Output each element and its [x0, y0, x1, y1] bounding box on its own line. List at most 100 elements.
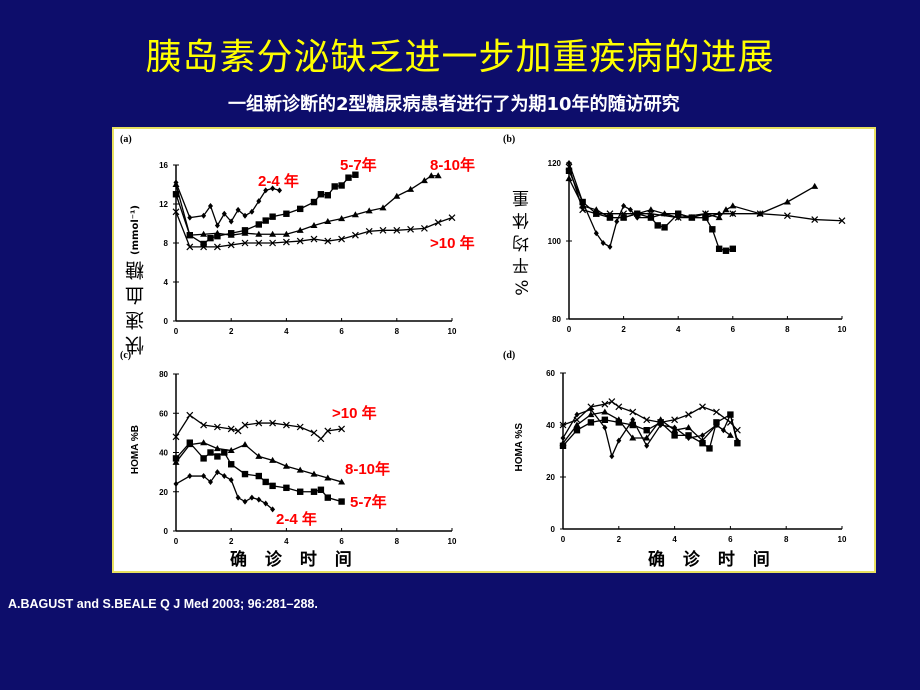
data-point-diamond — [263, 187, 269, 194]
y-tick-label: 60 — [546, 369, 555, 378]
data-point-diamond — [221, 210, 227, 217]
data-point-cross — [213, 423, 221, 431]
y-tick-label: 60 — [159, 409, 168, 418]
data-point-triangle — [657, 416, 665, 423]
x-tick-label: 6 — [339, 537, 344, 546]
y-tick-label: 0 — [164, 317, 169, 326]
data-point-cross — [647, 210, 655, 218]
data-point-square — [661, 224, 668, 231]
y-tick-label: 0 — [551, 525, 556, 534]
data-point-cross — [172, 433, 180, 441]
y-tick-label: 20 — [546, 473, 555, 482]
data-point-diamond — [249, 494, 255, 501]
x-tick-label: 10 — [838, 325, 847, 334]
data-point-triangle — [255, 230, 263, 237]
x-axis-label-d: 确 诊 时 间 — [648, 550, 776, 570]
x-tick-label: 6 — [339, 327, 344, 336]
data-point-square — [601, 416, 609, 423]
data-point-cross — [200, 421, 208, 429]
data-point-square — [338, 498, 345, 505]
data-point-square — [297, 205, 304, 213]
data-point-square — [709, 226, 716, 233]
series-label-a-10plus: >10 年 — [430, 235, 475, 252]
data-point-triangle — [351, 211, 359, 218]
y-tick-label: 4 — [164, 278, 169, 287]
data-point-cross — [601, 400, 609, 408]
data-point-square — [573, 427, 581, 434]
data-point-triangle — [811, 182, 819, 189]
data-point-diamond — [607, 243, 613, 250]
citation: A.BAGUST and S.BEALE Q J Med 2003; 96:28… — [8, 597, 318, 611]
data-point-triangle — [699, 437, 706, 444]
data-point-triangle — [241, 441, 249, 448]
data-point-diamond — [270, 185, 276, 192]
data-point-diamond — [187, 214, 193, 221]
data-point-square — [200, 240, 207, 248]
data-point-triangle — [420, 177, 428, 184]
data-point-triangle — [729, 202, 737, 209]
data-point-square — [565, 167, 573, 174]
data-point-diamond — [208, 478, 213, 485]
data-point-square — [172, 191, 180, 198]
data-point-cross — [379, 226, 387, 234]
data-point-diamond — [621, 202, 627, 209]
data-point-square — [657, 419, 664, 426]
data-point-triangle — [647, 206, 655, 213]
data-point-square — [317, 191, 325, 198]
data-point-triangle — [338, 478, 346, 485]
data-point-triangle — [688, 214, 696, 221]
data-point-triangle — [606, 214, 614, 221]
data-point-triangle — [172, 458, 180, 465]
data-point-triangle — [587, 411, 595, 418]
series-line-diamond — [175, 182, 280, 227]
y-axis-label-b: % 平 均 体 重 — [513, 190, 533, 296]
data-point-cross — [296, 423, 304, 431]
data-point-cross — [324, 427, 332, 435]
data-point-cross — [671, 416, 679, 424]
data-point-cross — [615, 403, 623, 411]
data-point-cross — [756, 210, 764, 218]
data-point-square — [221, 449, 228, 456]
x-tick-label: 8 — [395, 327, 400, 336]
data-point-triangle — [722, 206, 730, 213]
data-point-cross — [448, 214, 456, 222]
data-point-square — [228, 461, 235, 468]
data-point-square — [283, 484, 290, 492]
data-point-triangle — [434, 172, 442, 179]
data-point-cross — [407, 225, 415, 233]
data-point-triangle — [255, 452, 263, 459]
data-point-square — [297, 488, 304, 495]
data-point-diamond — [566, 160, 572, 166]
data-point-triangle — [615, 416, 623, 423]
data-point-triangle — [601, 408, 609, 415]
data-point-cross — [255, 239, 263, 247]
series-label-a-2-4: 2-4 年 — [258, 173, 299, 190]
x-axis-label-c: 确 诊 时 间 — [230, 550, 358, 570]
x-tick-label: 2 — [229, 537, 234, 546]
data-point-diamond — [614, 218, 620, 225]
data-point-square — [671, 432, 678, 439]
data-point-triangle — [338, 215, 346, 222]
data-point-cross — [213, 243, 221, 251]
data-point-triangle — [213, 229, 221, 236]
data-point-square — [345, 174, 352, 181]
data-point-triangle — [296, 466, 304, 473]
data-point-square — [255, 472, 262, 480]
data-point-square — [283, 210, 290, 217]
data-point-cross — [269, 419, 277, 427]
data-point-diamond — [600, 239, 606, 246]
data-point-diamond — [263, 500, 269, 507]
data-point-square — [207, 449, 214, 456]
x-tick-label: 0 — [567, 325, 572, 334]
data-point-square — [615, 419, 622, 426]
x-tick-label: 2 — [229, 327, 234, 336]
data-point-diamond — [235, 494, 241, 501]
data-point-cross — [186, 243, 194, 251]
data-point-square — [727, 411, 734, 418]
data-point-diamond — [616, 437, 622, 444]
data-point-cross — [172, 208, 180, 216]
data-point-cross — [620, 210, 628, 218]
data-point-diamond — [187, 473, 193, 480]
series-line-diamond — [568, 162, 733, 248]
data-point-cross — [241, 239, 249, 247]
